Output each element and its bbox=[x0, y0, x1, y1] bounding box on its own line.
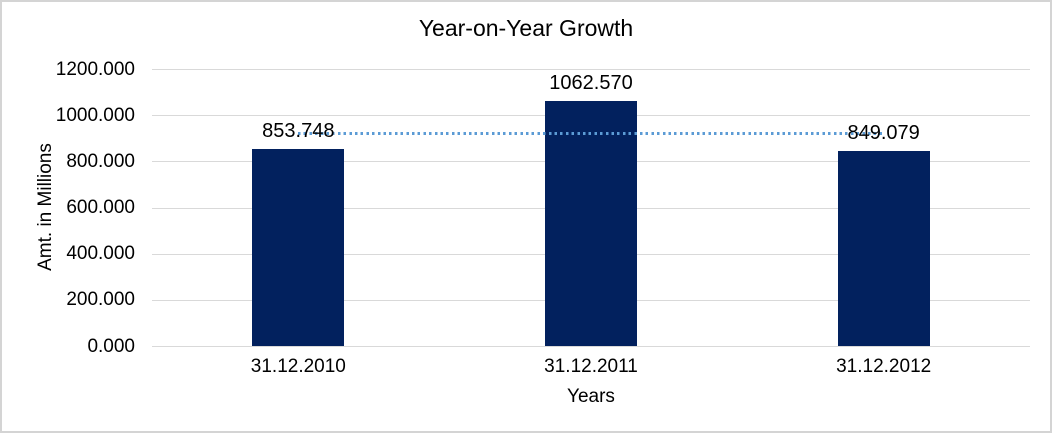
y-tick-label: 200.000 bbox=[66, 289, 135, 311]
gridline bbox=[152, 346, 1030, 347]
bar-value-label: 1062.570 bbox=[549, 72, 633, 95]
chart-title: Year-on-Year Growth bbox=[418, 15, 634, 41]
trendline bbox=[298, 132, 884, 136]
y-tick-label: 0.000 bbox=[87, 335, 135, 357]
y-tick-label: 1200.000 bbox=[55, 58, 135, 80]
bar bbox=[837, 150, 930, 347]
bar bbox=[252, 149, 345, 347]
bar-value-label: 853.748 bbox=[262, 120, 335, 143]
gridline bbox=[152, 69, 1030, 70]
y-tick-label: 1000.000 bbox=[55, 104, 135, 126]
x-category-label: 31.12.2010 bbox=[250, 355, 346, 377]
x-axis-title: Years bbox=[567, 386, 615, 407]
x-category-label: 31.12.2011 bbox=[544, 355, 638, 377]
y-tick-label: 800.000 bbox=[66, 150, 135, 172]
bar-value-label: 849.079 bbox=[847, 121, 920, 144]
y-tick-label: 400.000 bbox=[66, 243, 135, 265]
bar bbox=[545, 101, 637, 347]
y-tick-label: 600.000 bbox=[66, 197, 135, 218]
x-category-label: 31.12.2012 bbox=[836, 355, 932, 377]
